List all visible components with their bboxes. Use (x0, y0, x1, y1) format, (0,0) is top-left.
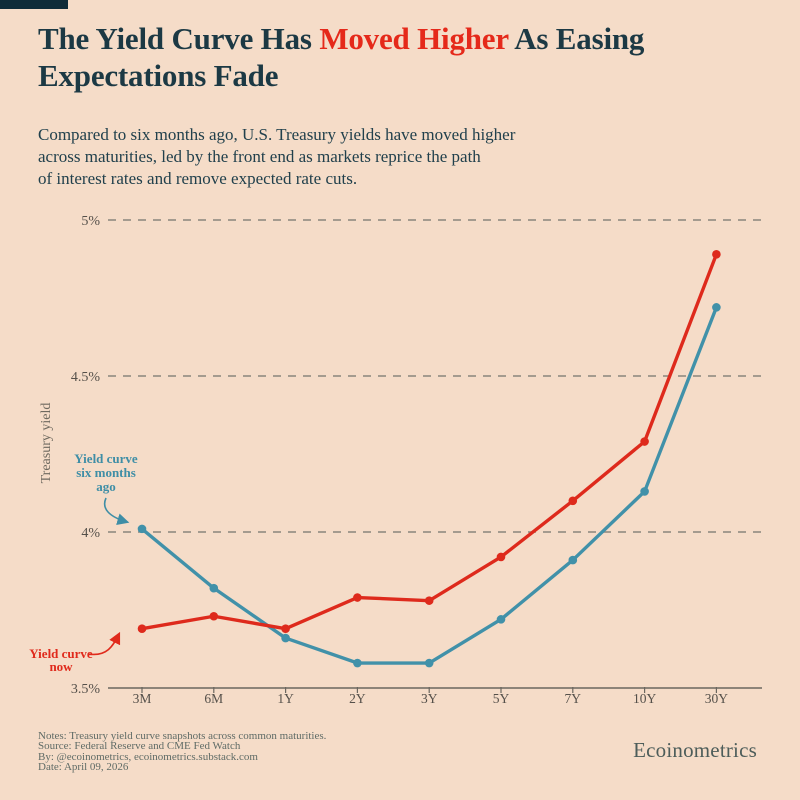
y-tick-label: 4% (81, 526, 100, 541)
note-line: By: @ecoinometrics, ecoinometrics.substa… (38, 750, 258, 763)
brand-wordmark: Ecoinometrics (633, 738, 757, 762)
note-line: Notes: Treasury yield curve snapshots ac… (38, 730, 327, 742)
data-point-yield-curve-six-months-ago (712, 303, 721, 312)
data-point-yield-curve-six-months-ago (353, 658, 362, 668)
y-tick-label: 3.5% (71, 682, 101, 697)
chart-layers: 3.5% 4% 4.5% 5% 3M 6M 1Y 2Y 3Y 5Y 7Y 10Y 30Y (71, 214, 762, 706)
x-tick-label: 7Y (565, 691, 582, 706)
x-tick-label: 3M (133, 691, 152, 706)
now-annotation-label: Yield curve now (29, 646, 93, 674)
now-annotation-arrow (87, 631, 121, 656)
x-tick-label: 6M (204, 691, 223, 706)
title-highlight: Moved Higher (319, 21, 509, 56)
six-months-annotation-label: Yield curve six months ago (74, 451, 138, 494)
footer-notes: Notes: Treasury yield curve snapshots ac… (38, 730, 327, 773)
x-tick-label: 2Y (349, 691, 366, 706)
data-point-yield-curve-six-months-ago (209, 583, 219, 593)
data-point-yield-curve-six-months-ago (640, 487, 649, 496)
data-point-yield-curve-six-months-ago (568, 555, 578, 565)
data-point-yield-curve-now (353, 593, 362, 602)
y-tick-label: 5% (81, 214, 100, 229)
title-suffix: As Easing (508, 21, 645, 56)
note-line: Date: April 09, 2026 (38, 760, 129, 773)
x-tick-label: 1Y (277, 691, 294, 706)
title-prefix: The Yield Curve Has (38, 21, 320, 56)
data-point-yield-curve-now (424, 596, 434, 605)
chart-subtitle: Compared to six months ago, U.S. Treasur… (38, 125, 516, 188)
title-line2: Expectations Fade (38, 58, 279, 93)
six-months-annotation-arrow (103, 497, 130, 526)
data-point-yield-curve-six-months-ago (496, 615, 506, 624)
note-line: Source: Federal Reserve and CME Fed Watc… (38, 740, 241, 753)
data-point-yield-curve-now (209, 611, 219, 621)
data-point-yield-curve-now (568, 496, 578, 506)
series-line-yield-curve-six-months-ago (140, 305, 719, 665)
x-tick-label: 10Y (633, 691, 657, 706)
data-point-yield-curve-now (640, 437, 649, 446)
x-tick-label: 3Y (421, 691, 438, 706)
x-tick-label: 30Y (705, 691, 729, 706)
x-tick-label: 5Y (493, 691, 510, 706)
data-point-yield-curve-six-months-ago (424, 658, 434, 668)
brand-corner-bar (0, 0, 68, 9)
data-point-yield-curve-six-months-ago (137, 524, 147, 534)
data-point-yield-curve-now (496, 552, 506, 562)
y-axis-title: Treasury yield (39, 402, 54, 484)
chart-title: The Yield Curve Has Moved Higher As Easi… (38, 20, 758, 94)
series-line-yield-curve-now (140, 252, 719, 631)
data-point-yield-curve-now (137, 624, 147, 634)
data-point-yield-curve-now (281, 624, 290, 634)
y-tick-label: 4.5% (71, 370, 101, 385)
data-point-yield-curve-now (712, 250, 721, 259)
data-point-yield-curve-six-months-ago (281, 633, 290, 643)
